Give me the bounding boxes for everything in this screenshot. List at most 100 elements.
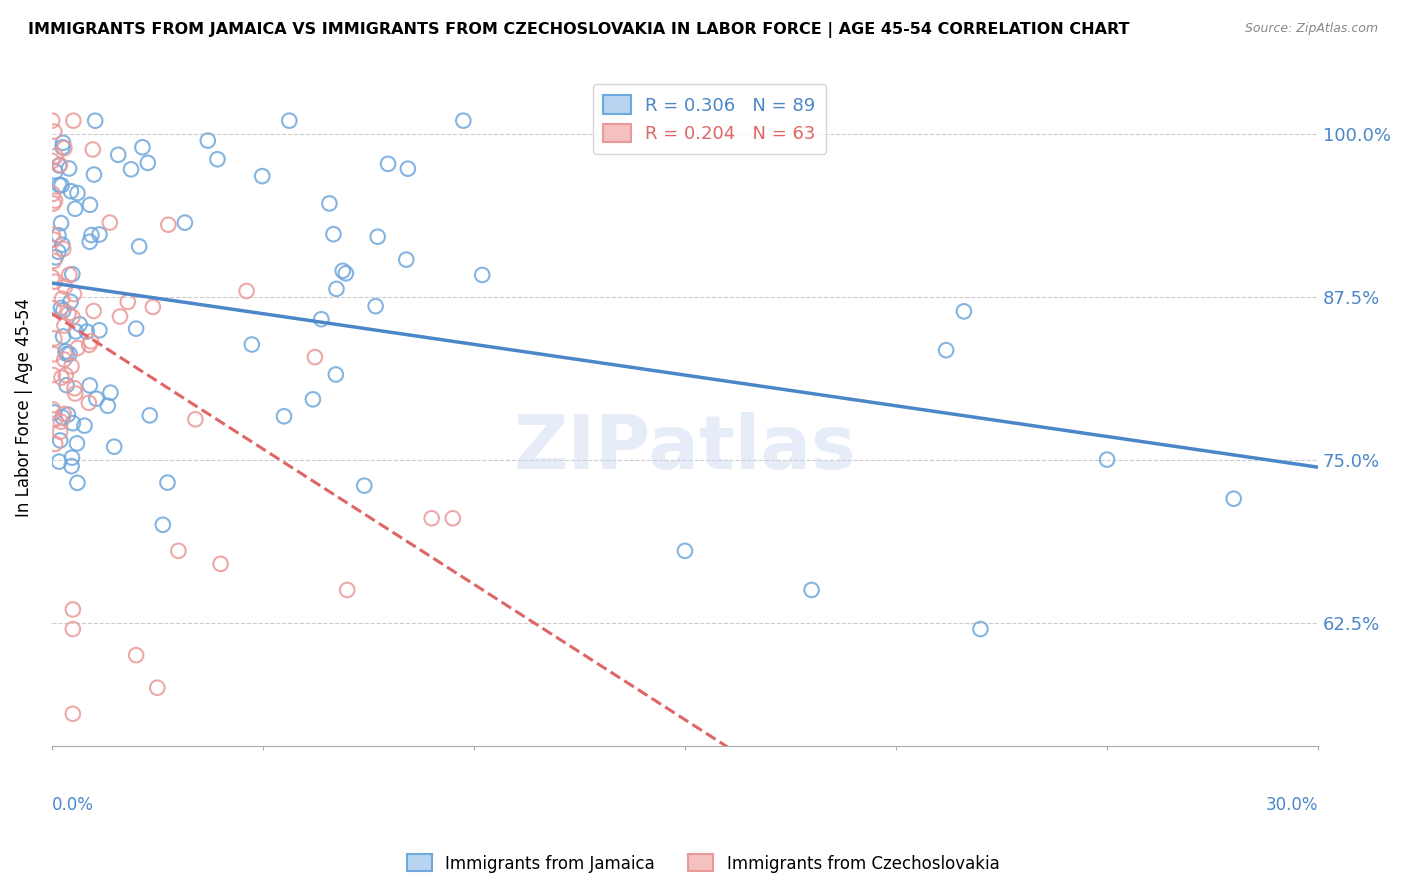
- Point: [44, 275, 66, 289]
- Point: [157, 218, 180, 232]
- Point: [136, 156, 159, 170]
- Point: [51, 237, 73, 252]
- Point: [58, 161, 80, 176]
- Point: [184, 412, 207, 426]
- Point: [73, 418, 96, 433]
- Point: [252, 169, 274, 183]
- Point: [367, 229, 389, 244]
- Point: [471, 268, 494, 282]
- Point: [53, 279, 76, 293]
- Point: [935, 343, 957, 358]
- Y-axis label: In Labor Force | Age 45-54: In Labor Force | Age 45-54: [15, 298, 32, 517]
- Point: [97, 399, 120, 413]
- Point: [45, 251, 67, 265]
- Point: [335, 266, 357, 280]
- Point: [100, 385, 122, 400]
- Point: [453, 113, 475, 128]
- Point: [58, 347, 80, 361]
- Point: [83, 304, 105, 318]
- Point: [1095, 452, 1118, 467]
- Point: [51, 410, 73, 425]
- Point: [52, 329, 75, 343]
- Point: [52, 242, 75, 256]
- Point: [302, 392, 325, 407]
- Point: [52, 136, 75, 150]
- Point: [80, 227, 103, 242]
- Point: [146, 681, 169, 695]
- Point: [83, 168, 105, 182]
- Point: [44, 194, 66, 208]
- Point: [79, 338, 101, 352]
- Point: [336, 582, 359, 597]
- Point: [120, 162, 142, 177]
- Point: [42, 196, 65, 211]
- Point: [55, 368, 77, 382]
- Point: [98, 216, 121, 230]
- Point: [42, 253, 65, 268]
- Point: [325, 368, 347, 382]
- Point: [673, 544, 696, 558]
- Point: [59, 184, 82, 198]
- Point: [60, 450, 83, 465]
- Point: [49, 158, 72, 172]
- Point: [63, 287, 86, 301]
- Point: [48, 228, 70, 243]
- Point: [79, 235, 101, 249]
- Point: [53, 318, 76, 333]
- Point: [364, 299, 387, 313]
- Point: [48, 178, 70, 192]
- Point: [311, 312, 333, 326]
- Point: [80, 334, 103, 349]
- Point: [60, 359, 83, 374]
- Point: [41, 153, 63, 168]
- Point: [48, 455, 70, 469]
- Point: [353, 478, 375, 492]
- Point: [41, 227, 63, 242]
- Point: [65, 325, 87, 339]
- Point: [51, 370, 73, 384]
- Point: [441, 511, 464, 525]
- Point: [44, 164, 66, 178]
- Point: [56, 347, 79, 361]
- Point: [49, 425, 72, 439]
- Point: [108, 310, 131, 324]
- Point: [82, 143, 104, 157]
- Point: [66, 186, 89, 200]
- Point: [52, 303, 75, 318]
- Point: [125, 321, 148, 335]
- Point: [396, 161, 419, 176]
- Text: ZIPatlas: ZIPatlas: [513, 411, 856, 484]
- Point: [139, 409, 162, 423]
- Legend: Immigrants from Jamaica, Immigrants from Czechoslovakia: Immigrants from Jamaica, Immigrants from…: [401, 847, 1005, 880]
- Point: [52, 407, 75, 421]
- Point: [41, 113, 63, 128]
- Point: [44, 437, 66, 451]
- Point: [58, 268, 80, 282]
- Point: [41, 270, 63, 285]
- Point: [84, 113, 107, 128]
- Point: [420, 511, 443, 525]
- Point: [318, 196, 340, 211]
- Point: [53, 141, 76, 155]
- Point: [240, 337, 263, 351]
- Point: [86, 392, 108, 406]
- Point: [209, 557, 232, 571]
- Point: [273, 409, 295, 424]
- Point: [49, 301, 72, 315]
- Point: [131, 140, 153, 154]
- Point: [79, 378, 101, 392]
- Point: [63, 381, 86, 395]
- Point: [1222, 491, 1244, 506]
- Point: [66, 341, 89, 355]
- Text: Source: ZipAtlas.com: Source: ZipAtlas.com: [1244, 22, 1378, 36]
- Point: [167, 544, 190, 558]
- Point: [953, 304, 976, 318]
- Point: [42, 301, 65, 316]
- Point: [377, 157, 399, 171]
- Point: [49, 434, 72, 448]
- Point: [44, 331, 66, 345]
- Point: [55, 378, 77, 392]
- Point: [89, 323, 111, 337]
- Point: [42, 233, 65, 247]
- Point: [800, 582, 823, 597]
